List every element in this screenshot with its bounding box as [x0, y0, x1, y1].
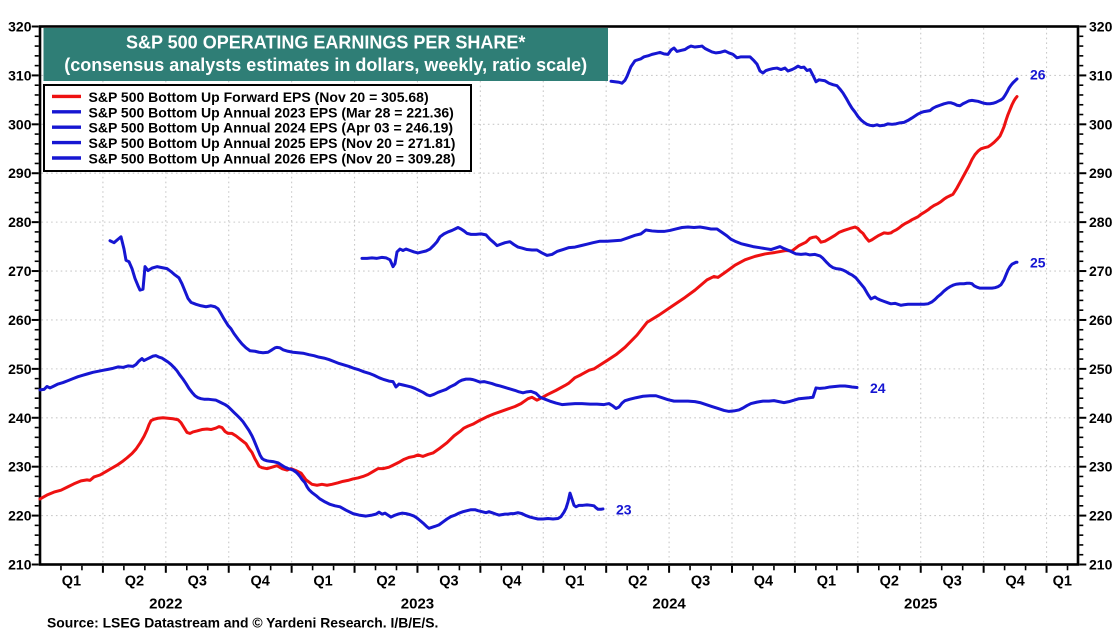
legend-label-eps-2023: S&P 500 Bottom Up Annual 2023 EPS (Mar 2…	[89, 104, 454, 120]
legend-item-eps-2023: S&P 500 Bottom Up Annual 2023 EPS (Mar 2…	[52, 104, 454, 120]
x-axis-label-q4-2022: Q4	[251, 574, 270, 590]
tick-layer	[31, 25, 1087, 573]
series-forward-eps-line	[38, 95, 1019, 501]
y-axis-label-right-300: 300	[1089, 116, 1113, 132]
legend-item-eps-2024: S&P 500 Bottom Up Annual 2024 EPS (Apr 0…	[52, 120, 453, 136]
y-axis-label-right-230: 230	[1089, 459, 1113, 475]
y-axis-label-left-310: 310	[8, 67, 32, 83]
y-axis-label-left-320: 320	[8, 19, 32, 35]
x-axis-year-label-2023: 2023	[401, 596, 434, 613]
chart-title: S&P 500 OPERATING EARNINGS PER SHARE*	[126, 33, 525, 53]
legend: S&P 500 Bottom Up Forward EPS (Nov 20 = …	[43, 84, 472, 172]
y-axis-label-left-250: 250	[8, 361, 32, 377]
y-axis-label-right-290: 290	[1089, 165, 1113, 181]
x-axis-label-q4-2023: Q4	[502, 574, 521, 590]
series-eps-2024-end-label: 24	[870, 380, 886, 396]
x-axis-label-q2-2022: Q2	[125, 574, 144, 590]
y-axis-label-left-280: 280	[8, 214, 32, 230]
y-axis-label-right-320: 320	[1089, 19, 1113, 35]
x-axis-label-q4-2024: Q4	[754, 574, 773, 590]
axis-label-layer: 210 210 220 220 230 230 240 240 250 250 260 260 270 2…	[8, 19, 1112, 613]
y-axis-label-right-250: 250	[1089, 361, 1113, 377]
series-eps-2026-end-label: 26	[1030, 66, 1046, 82]
legend-item-forward-eps: S&P 500 Bottom Up Forward EPS (Nov 20 = …	[52, 89, 429, 105]
series-eps-2023-line	[38, 354, 605, 530]
series-eps-2024-line	[108, 235, 859, 413]
series-eps-2023-end-label: 23	[616, 501, 632, 517]
y-axis-label-left-230: 230	[8, 459, 32, 475]
series-label-layer: 23 24 25 26	[616, 66, 1046, 517]
x-axis-label-q1-2026: Q1	[1053, 574, 1072, 590]
legend-label-eps-2024: S&P 500 Bottom Up Annual 2024 EPS (Apr 0…	[89, 120, 454, 136]
legend-label-eps-2026: S&P 500 Bottom Up Annual 2026 EPS (Nov 2…	[89, 151, 456, 167]
x-axis-label-q3-2022: Q3	[188, 574, 207, 590]
x-axis-label-q1-2023: Q1	[313, 574, 332, 590]
x-axis-year-label-2024: 2024	[652, 596, 686, 613]
y-axis-label-right-260: 260	[1089, 312, 1113, 328]
y-axis-label-right-210: 210	[1089, 557, 1113, 573]
x-axis-label-q2-2025: Q2	[880, 574, 899, 590]
legend-label-eps-2025: S&P 500 Bottom Up Annual 2025 EPS (Nov 2…	[89, 135, 456, 151]
legend-item-eps-2026: S&P 500 Bottom Up Annual 2026 EPS (Nov 2…	[52, 151, 455, 167]
y-axis-label-right-220: 220	[1089, 508, 1113, 524]
x-axis-label-q2-2024: Q2	[628, 574, 647, 590]
y-axis-label-left-300: 300	[8, 116, 32, 132]
x-axis-label-q4-2025: Q4	[1005, 574, 1024, 590]
series-eps-2026-line	[609, 44, 1019, 128]
x-axis-label-q3-2023: Q3	[439, 574, 458, 590]
series-layer	[38, 44, 1019, 530]
y-axis-label-left-290: 290	[8, 165, 32, 181]
x-axis-label-q3-2025: Q3	[943, 574, 962, 590]
legend-label-forward-eps: S&P 500 Bottom Up Forward EPS (Nov 20 = …	[89, 89, 429, 105]
x-axis-label-q2-2023: Q2	[376, 574, 395, 590]
y-axis-label-right-310: 310	[1089, 67, 1113, 83]
chart-title-box: S&P 500 OPERATING EARNINGS PER SHARE* (c…	[43, 28, 608, 81]
y-axis-label-right-280: 280	[1089, 214, 1113, 230]
x-axis-label-q3-2024: Q3	[691, 574, 710, 590]
y-axis-label-left-210: 210	[8, 557, 32, 573]
series-eps-2025-line	[360, 225, 1019, 307]
x-axis-label-q1-2022: Q1	[62, 574, 81, 590]
y-axis-label-right-270: 270	[1089, 263, 1113, 279]
legend-item-eps-2025: S&P 500 Bottom Up Annual 2025 EPS (Nov 2…	[52, 135, 455, 151]
series-eps-2025-end-label: 25	[1030, 255, 1046, 271]
source-note: Source: LSEG Datastream and © Yardeni Re…	[47, 615, 438, 631]
y-axis-label-left-260: 260	[8, 312, 32, 328]
y-axis-label-left-270: 270	[8, 263, 32, 279]
y-axis-label-left-240: 240	[8, 410, 32, 426]
y-axis-label-left-220: 220	[8, 508, 32, 524]
x-axis-label-q1-2025: Q1	[817, 574, 836, 590]
plot-border	[38, 25, 1080, 566]
y-axis-label-right-240: 240	[1089, 410, 1113, 426]
legend-box	[43, 84, 472, 172]
chart-subtitle: (consensus analysts estimates in dollars…	[64, 55, 587, 75]
x-axis-label-q1-2024: Q1	[565, 574, 584, 590]
x-axis-year-label-2022: 2022	[149, 596, 182, 613]
chart-title-background	[43, 28, 608, 81]
x-axis-year-label-2025: 2025	[904, 596, 937, 613]
